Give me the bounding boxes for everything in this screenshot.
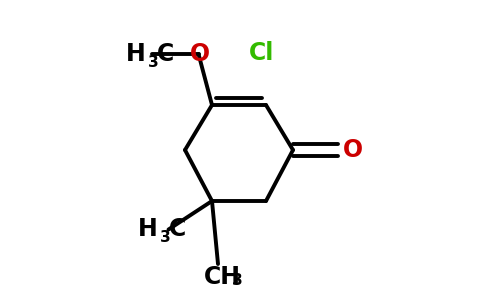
Text: C: C [168,218,186,242]
Text: CH: CH [204,266,241,290]
Text: 3: 3 [160,230,170,245]
Text: 3: 3 [231,273,242,288]
Text: H: H [138,218,158,242]
Text: O: O [343,138,363,162]
Text: H: H [126,42,146,66]
Text: 3: 3 [148,55,158,70]
Text: Cl: Cl [249,40,274,64]
Text: C: C [156,42,174,66]
Text: O: O [190,42,210,66]
